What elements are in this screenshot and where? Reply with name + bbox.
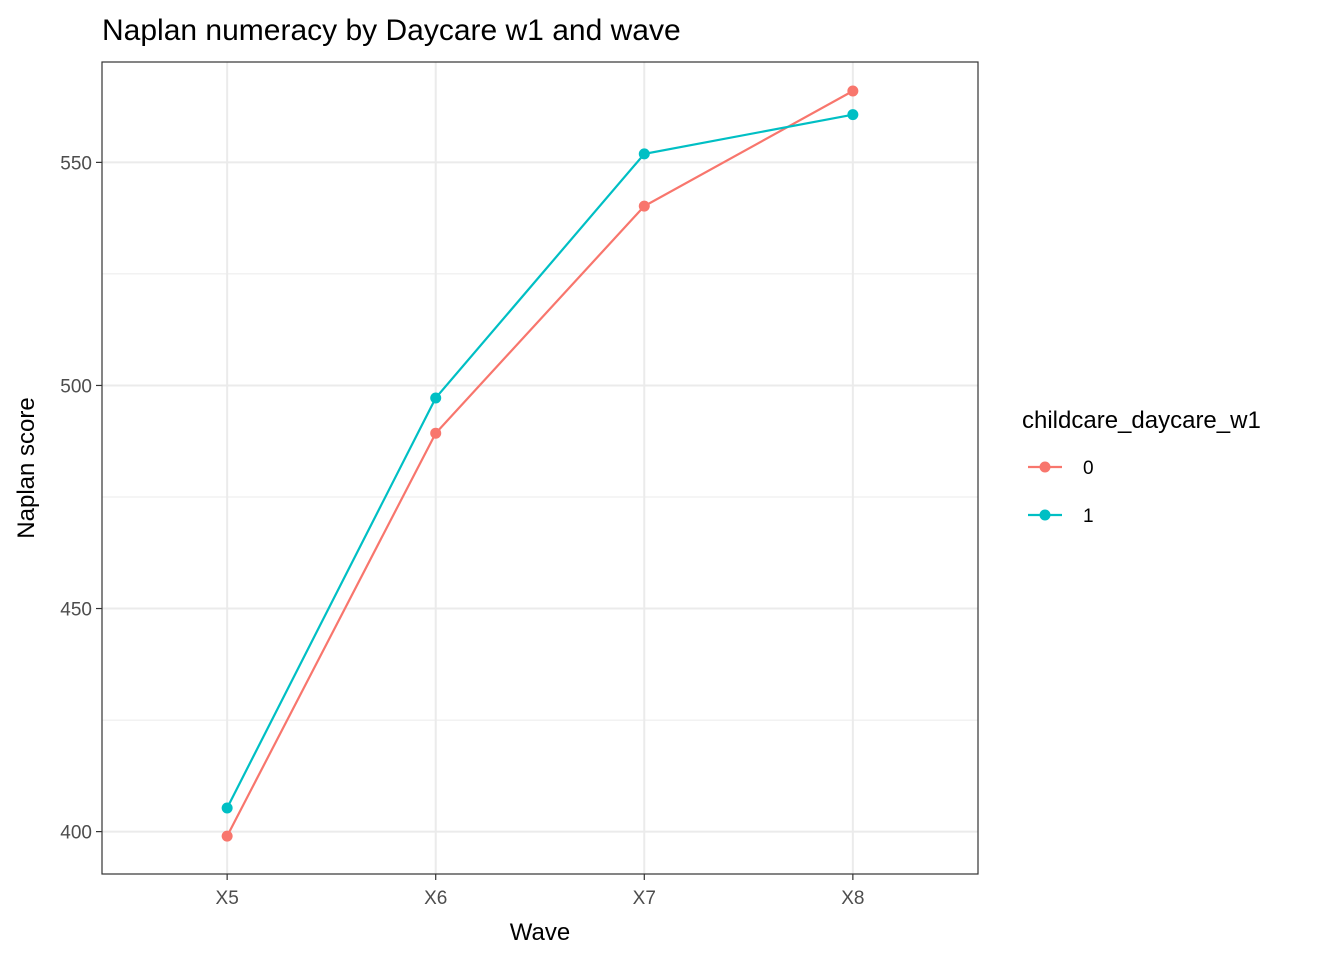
legend-label: 0 (1083, 458, 1094, 479)
series-points (221, 85, 859, 842)
data-point-0 (221, 830, 233, 842)
y-tick-label: 500 (60, 376, 92, 397)
data-point-1 (221, 802, 233, 814)
data-point-1 (638, 148, 650, 160)
series-line-1 (226, 113, 854, 809)
plot-area (101, 61, 979, 875)
x-tick-label: X6 (424, 888, 447, 909)
series-lines (226, 90, 854, 837)
legend-title: childcare_daycare_w1 (1022, 407, 1261, 434)
legend-label: 1 (1083, 506, 1094, 527)
data-point-0 (847, 85, 859, 97)
x-tick-label: X7 (633, 888, 656, 909)
legend: childcare_daycare_w1 01 (1022, 407, 1261, 527)
minor-gridlines (102, 273, 978, 721)
y-tick-label: 400 (60, 823, 92, 844)
data-point-1 (847, 109, 859, 121)
data-point-0 (430, 427, 442, 439)
y-axis: 400 450 500 550 (60, 153, 102, 844)
chart-title: Naplan numeracy by Daycare w1 and wave (102, 14, 681, 47)
y-tick-label: 550 (60, 153, 92, 174)
legend-key-point (1039, 461, 1051, 473)
plot-background (102, 62, 978, 874)
x-axis-title: Wave (510, 919, 570, 946)
legend-key-point (1039, 509, 1051, 521)
data-point-1 (430, 392, 442, 404)
y-tick-label: 450 (60, 600, 92, 621)
x-tick-label: X5 (216, 888, 239, 909)
data-point-0 (638, 200, 650, 212)
x-axis: X5 X6 X7 X8 (216, 874, 864, 909)
major-gridlines (102, 62, 978, 874)
legend-items: 01 (1028, 458, 1094, 527)
series-line-0 (226, 90, 854, 837)
y-axis-title: Naplan score (13, 397, 40, 538)
plot-border (101, 61, 979, 875)
x-tick-label: X8 (841, 888, 864, 909)
